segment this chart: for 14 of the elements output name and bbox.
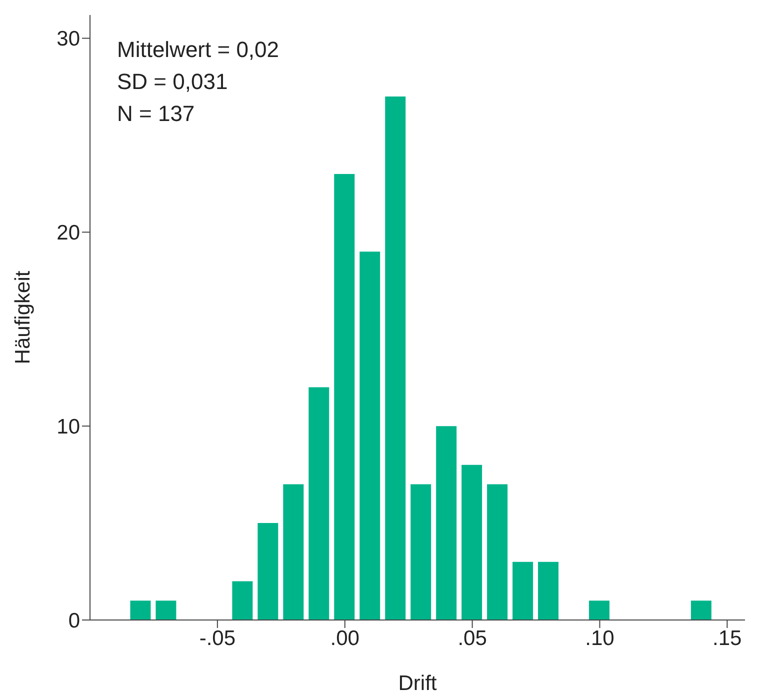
x-axis-title: Drift (398, 672, 437, 695)
x-tick-label: .05 (458, 626, 487, 650)
x-tick-label: .00 (330, 626, 360, 650)
y-axis-title: Häufigkeit (11, 270, 34, 364)
x-tick-label: .10 (585, 626, 614, 650)
y-tick-label: 0 (68, 609, 80, 632)
x-tick-label: .15 (712, 626, 742, 650)
y-tick-label: 30 (56, 28, 80, 51)
y-tick-label: 20 (56, 222, 80, 245)
x-tick-label: -.05 (199, 626, 236, 650)
annotation: Mittelwert = 0,02 (117, 36, 280, 64)
annotation: SD = 0,031 (117, 68, 229, 96)
annotation: N = 137 (117, 100, 196, 128)
y-tick-label: 10 (56, 416, 80, 439)
